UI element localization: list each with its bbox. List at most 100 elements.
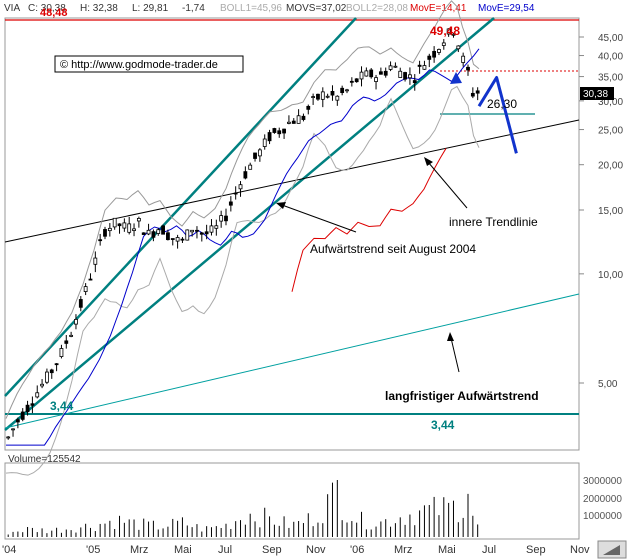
volume-tick-3m: 3000000 [583, 476, 622, 487]
x-tick-label: Mai [174, 544, 192, 556]
candle-body [393, 65, 398, 68]
candle-body [74, 319, 78, 325]
candle-body [301, 115, 306, 120]
x-tick-label: Nov [306, 544, 326, 556]
y-tick-label: 45,00 [598, 33, 623, 44]
candle-body [209, 225, 214, 233]
candle-body [422, 65, 427, 70]
candle-body [64, 340, 69, 344]
price-panel-frame [4, 17, 580, 451]
longterm-arrowhead [447, 332, 454, 341]
uptrend-arrow [281, 204, 357, 233]
candle-body [349, 80, 354, 83]
top-cut-label: 48,48 [40, 7, 68, 19]
candle-body [117, 223, 122, 227]
candle-body [282, 128, 286, 134]
candle-body [417, 64, 422, 67]
candle-body [141, 232, 146, 235]
candle-body [11, 428, 15, 431]
candle-body [233, 192, 238, 195]
y-tick-label: 10,00 [598, 270, 623, 281]
inner-trend-arrowhead [424, 157, 433, 166]
candle-body [296, 115, 301, 124]
candle-body [257, 149, 262, 157]
candle-body [287, 121, 291, 124]
candle-body [408, 74, 412, 79]
candle-body [214, 225, 219, 229]
moving-average-red [291, 148, 447, 292]
candlestick-series [6, 28, 480, 440]
y-tick-label: 20,00 [598, 161, 623, 172]
x-tick-label: Jul [482, 544, 496, 556]
volume-tick-1m: 1000000 [583, 511, 622, 522]
uptrend-label: Aufwärtstrend seit August 2004 [310, 242, 476, 256]
header-movs: MOVS=37,02 [286, 3, 347, 14]
candle-body [161, 225, 165, 235]
watermark-box [54, 55, 244, 73]
candle-body [103, 229, 107, 237]
resize-icon [603, 545, 620, 555]
bollinger-upper-band [5, 0, 480, 419]
candle-body [88, 278, 93, 281]
inner-trend-label: innere Trendlinie [449, 215, 538, 229]
header-symbol: VIA [4, 3, 20, 14]
candle-body [69, 334, 74, 337]
volume-label: Volume=125542 [8, 454, 81, 465]
candle-body [219, 215, 224, 222]
inner-trend-arrow [427, 161, 468, 209]
candle-body [204, 231, 209, 235]
candle-body [461, 55, 466, 63]
x-tick-label: '06 [350, 544, 364, 556]
volume-tick-2m: 2000000 [583, 494, 622, 505]
candle-body [54, 363, 59, 366]
candle-body [335, 95, 340, 101]
candle-body [146, 229, 151, 235]
longterm-label: langfristiger Aufwärtstrend [385, 389, 539, 403]
candle-body [175, 237, 180, 242]
candle-body [15, 419, 20, 423]
candle-body [262, 138, 267, 147]
longterm-trend-line [4, 293, 580, 429]
candle-body [20, 411, 25, 420]
x-tick-label: '05 [86, 544, 100, 556]
last-price-text: 30,38 [583, 89, 608, 100]
candle-body [427, 55, 432, 60]
scroll-corner-button[interactable] [597, 540, 627, 559]
candle-body [25, 404, 30, 413]
y-tick-label: 5,00 [598, 379, 618, 390]
header-high: H: 32,38 [80, 3, 118, 14]
candle-body [93, 257, 98, 265]
candle-body [35, 392, 40, 398]
candle-body [441, 42, 446, 46]
candle-body [107, 227, 112, 232]
candle-body [248, 164, 253, 170]
low-label-right: 3,44 [431, 418, 455, 432]
bollinger-lower-band [5, 85, 480, 476]
header-boll2: BOLL2=28,08 [346, 3, 408, 14]
candle-body [112, 217, 117, 228]
volume-bars [7, 480, 479, 537]
candle-body [291, 120, 296, 124]
volume-panel-frame [4, 462, 580, 540]
projection-arrowhead [450, 72, 462, 84]
candle-body [325, 95, 330, 98]
candle-body [320, 91, 325, 100]
candle-body [170, 238, 175, 240]
candle-body [127, 223, 132, 233]
candle-body [151, 231, 156, 238]
candle-body [243, 171, 248, 179]
candle-body [364, 70, 369, 77]
x-tick-label: '04 [2, 544, 16, 556]
candle-body [470, 92, 475, 97]
x-tick-label: Nov [570, 544, 590, 556]
candle-body [403, 72, 407, 80]
projection-arrow [477, 75, 518, 154]
longterm-arrow [450, 337, 460, 373]
candle-body [98, 239, 103, 242]
candle-body [228, 201, 233, 206]
candle-body [6, 436, 11, 439]
candle-body [166, 232, 170, 241]
candle-body [466, 66, 470, 71]
candle-body [311, 96, 316, 98]
